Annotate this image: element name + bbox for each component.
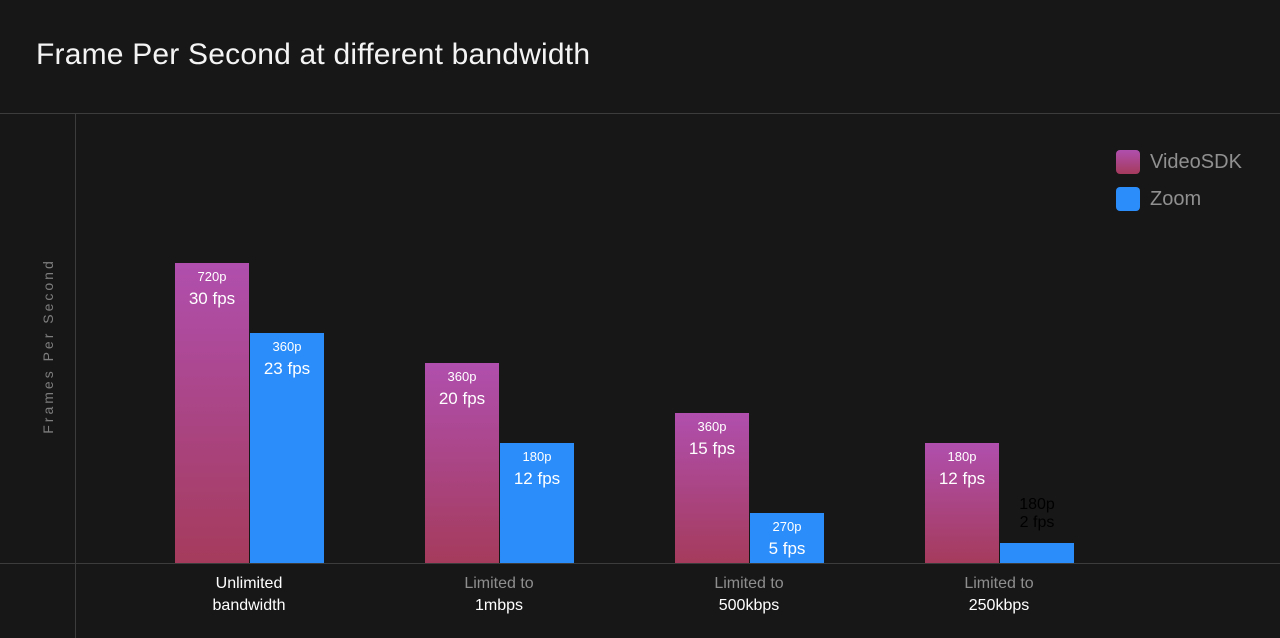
bar-fps-label: 30 fps bbox=[188, 289, 236, 308]
bar-fps-label: 5 fps bbox=[768, 539, 806, 558]
bar-resolution-label: 180p bbox=[522, 449, 552, 464]
bar-resolution-label: 720p bbox=[197, 269, 227, 284]
legend-swatch-videosdk bbox=[1116, 150, 1140, 174]
bar-zoom-3 bbox=[1000, 543, 1074, 563]
bar-fps-label: 15 fps bbox=[688, 439, 736, 458]
category-label-line2: 500kbps bbox=[718, 597, 780, 614]
x-axis-line bbox=[0, 563, 1280, 564]
bar-resolution-label: 180p bbox=[1019, 496, 1055, 513]
legend-label-zoom: Zoom bbox=[1150, 187, 1202, 210]
header-divider bbox=[0, 113, 1280, 114]
category-label-line1: Unlimited bbox=[215, 575, 283, 592]
bar-fps-label: 20 fps bbox=[438, 389, 486, 408]
bar-fps-label: 12 fps bbox=[513, 469, 561, 488]
bar-label-group-zoom-3: 180p 2 fps bbox=[1000, 496, 1074, 532]
y-axis-line bbox=[75, 114, 76, 638]
bar-resolution-label: 360p bbox=[272, 339, 302, 354]
bar-fps-label: 12 fps bbox=[938, 469, 986, 488]
category-label-2: Limited to 500kbps bbox=[649, 573, 849, 617]
bar-resolution-label: 360p bbox=[697, 419, 727, 434]
bar-resolution-label: 180p bbox=[947, 449, 977, 464]
bar-resolution-label: 270p bbox=[772, 519, 802, 534]
bar-fps-label: 23 fps bbox=[263, 359, 311, 378]
bar-videosdk-3: 180p 12 fps bbox=[925, 443, 999, 563]
category-label-line1: Limited to bbox=[964, 575, 1034, 592]
bar-fps-label: 2 fps bbox=[1019, 514, 1055, 531]
legend-label-videosdk: VideoSDK bbox=[1150, 150, 1242, 173]
bar-videosdk-1: 360p 20 fps bbox=[425, 363, 499, 563]
legend-item-zoom: Zoom bbox=[1116, 187, 1242, 211]
bar-resolution-label: 360p bbox=[447, 369, 477, 384]
legend-swatch-zoom bbox=[1116, 187, 1140, 211]
category-label-0: Unlimited bandwidth bbox=[149, 573, 349, 617]
legend: VideoSDK Zoom bbox=[1116, 150, 1242, 224]
chart-title: Frame Per Second at different bandwidth bbox=[36, 38, 591, 71]
bar-videosdk-0: 720p 30 fps bbox=[175, 263, 249, 563]
category-label-1: Limited to 1mbps bbox=[399, 573, 599, 617]
category-label-line2: 1mbps bbox=[474, 597, 524, 614]
bar-zoom-2: 270p 5 fps bbox=[750, 513, 824, 563]
bar-zoom-0: 360p 23 fps bbox=[250, 333, 324, 563]
category-label-3: Limited to 250kbps bbox=[899, 573, 1099, 617]
bar-videosdk-2: 360p 15 fps bbox=[675, 413, 749, 563]
category-label-line2: 250kbps bbox=[968, 597, 1030, 614]
bar-zoom-1: 180p 12 fps bbox=[500, 443, 574, 563]
category-label-line2: bandwidth bbox=[212, 597, 286, 614]
legend-item-videosdk: VideoSDK bbox=[1116, 150, 1242, 174]
category-label-line1: Limited to bbox=[464, 575, 534, 592]
category-label-line1: Limited to bbox=[714, 575, 784, 592]
